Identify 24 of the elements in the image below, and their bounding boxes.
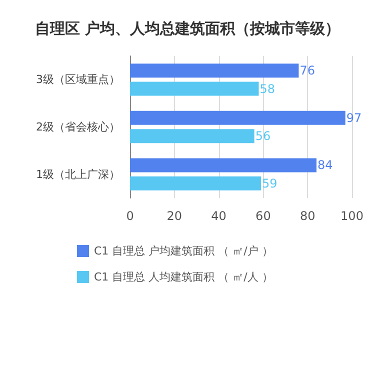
x-tick-label: 20: [166, 209, 182, 223]
bar: [130, 110, 346, 125]
y-tick-label: 1级（北上广深）: [36, 168, 120, 181]
bar: [130, 176, 261, 190]
legend-label: C1 自理总 人均建筑面积 （ ㎡/人 ）: [94, 270, 273, 284]
bar: [130, 82, 259, 96]
data-label: 76: [300, 64, 315, 78]
bar: [130, 64, 299, 78]
data-label: 58: [260, 82, 276, 96]
bar: [130, 129, 254, 144]
data-label: 97: [346, 110, 362, 125]
bar: [130, 158, 316, 172]
x-tick-label: 100: [340, 209, 364, 223]
legend-label: C1 自理总 户均建筑面积 （ ㎡/户 ）: [94, 244, 273, 258]
data-label: 59: [262, 176, 278, 190]
chart-title: 自理区 户均、人均总建筑面积（按城市等级）: [35, 20, 340, 38]
y-tick-label: 3级（区域重点）: [36, 73, 120, 86]
x-tick-label: 40: [211, 209, 226, 223]
data-label: 84: [317, 158, 333, 172]
data-label: 56: [255, 129, 271, 144]
y-tick-label: 2级（省会核心）: [36, 120, 120, 134]
x-tick-label: 0: [126, 209, 134, 223]
x-tick-label: 80: [300, 209, 316, 223]
x-tick-label: 60: [256, 209, 271, 223]
